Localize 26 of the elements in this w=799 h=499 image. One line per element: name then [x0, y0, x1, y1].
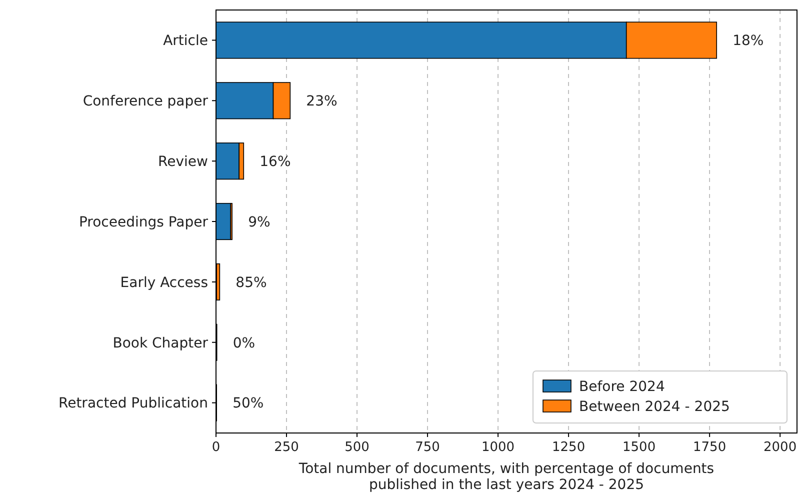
annotation: 50% — [232, 396, 264, 412]
legend-label: Between 2024 - 2025 — [579, 398, 730, 415]
x-axis-title: Total number of documents, with percentage of documents published in the last years 2024 - 2025 — [298, 461, 714, 493]
x-tick-label: 0 — [212, 440, 220, 455]
annotation: 23% — [306, 94, 338, 110]
y-tick-label: Proceedings Paper — [78, 214, 208, 230]
y-tick-label: Book Chapter — [112, 335, 208, 352]
annotation: 85% — [236, 274, 267, 291]
legend-label: Before 2024 — [579, 378, 665, 395]
x-tick-label: 250 — [274, 440, 299, 455]
x-tick-label: 500 — [344, 440, 370, 455]
y-tick-label: Article — [163, 33, 208, 50]
x-tick-label: 750 — [415, 440, 440, 455]
annotation: 0% — [232, 335, 256, 352]
annotation: 18% — [732, 33, 764, 50]
y-tick-label: Early Access — [120, 274, 208, 291]
y-tick-label: Retracted Publication — [58, 396, 208, 412]
y-tick-label: Conference paper — [82, 94, 208, 110]
y-tick-label: Review — [158, 154, 208, 170]
x-tick-label: 1750 — [693, 440, 726, 455]
x-tick-label: 1250 — [552, 440, 586, 455]
annotation: 9% — [248, 214, 270, 230]
x-tick-label: 2000 — [764, 440, 797, 455]
x-tick-label: 1000 — [481, 440, 515, 455]
x-tick-label: 1500 — [622, 440, 656, 455]
annotation: 16% — [260, 154, 291, 170]
